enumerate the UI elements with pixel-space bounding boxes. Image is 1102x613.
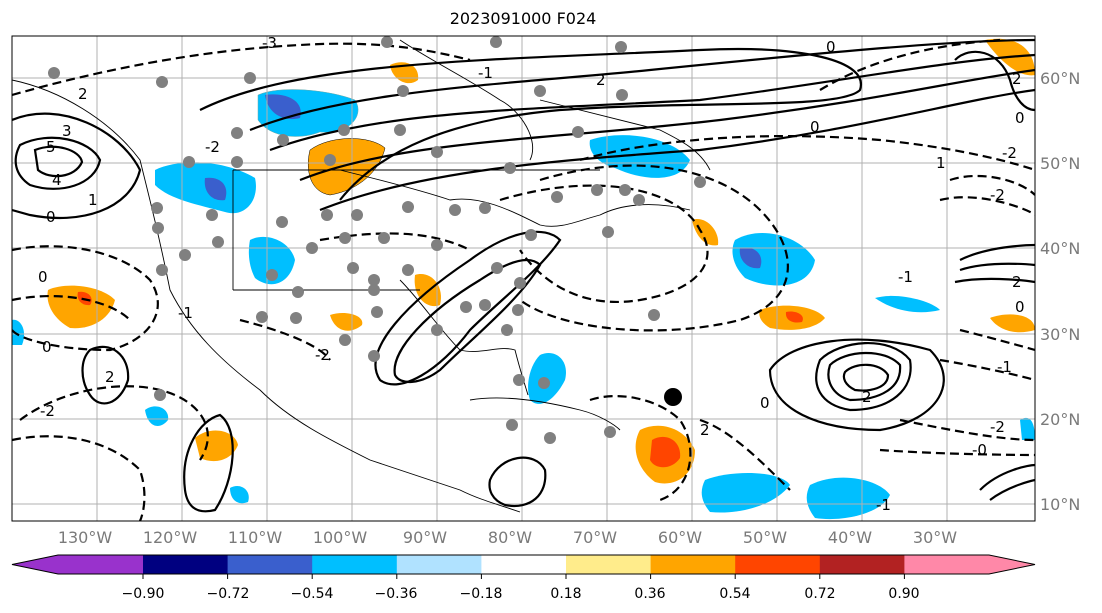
svg-text:−0.54: −0.54 — [291, 586, 334, 602]
colorbar-segment — [227, 555, 313, 574]
coastlines — [12, 39, 711, 513]
svg-text:130°W: 130°W — [58, 528, 113, 547]
colorbar-outline — [11, 554, 1036, 575]
svg-text:20°N: 20°N — [1040, 410, 1080, 429]
svg-text:-2: -2 — [315, 346, 330, 364]
svg-text:0.90: 0.90 — [888, 586, 919, 602]
svg-text:110°W: 110°W — [228, 528, 283, 547]
svg-text:2: 2 — [862, 388, 872, 406]
colorbar-segment — [566, 555, 652, 574]
svg-text:1: 1 — [936, 154, 946, 172]
svg-text:-2: -2 — [1002, 144, 1017, 162]
colorbar-segment — [481, 555, 567, 574]
svg-text:0: 0 — [826, 38, 836, 56]
colorbar-tick-labels: −0.90 −0.72 −0.54 −0.36 −0.18 0.18 0.36 … — [122, 586, 920, 602]
svg-text:0: 0 — [1015, 298, 1025, 316]
svg-text:-2: -2 — [990, 418, 1005, 436]
svg-text:1: 1 — [88, 191, 98, 209]
colorbar-extend-high — [904, 555, 1035, 574]
svg-text:2: 2 — [105, 368, 115, 386]
svg-text:−0.72: −0.72 — [207, 586, 250, 602]
map-frame — [11, 35, 1036, 522]
svg-text:90°W: 90°W — [403, 528, 447, 547]
colorbar — [11, 554, 1036, 579]
colorbar-segment — [312, 555, 398, 574]
colorbar-extend-low — [12, 555, 143, 574]
svg-text:0: 0 — [42, 338, 52, 356]
svg-text:40°N: 40°N — [1040, 239, 1080, 258]
svg-text:0: 0 — [1015, 109, 1025, 127]
svg-text:-1: -1 — [876, 496, 891, 514]
colorbar-segment — [143, 555, 229, 574]
svg-text:0.72: 0.72 — [804, 586, 835, 602]
svg-text:40°W: 40°W — [828, 528, 872, 547]
colorbar-segment — [735, 555, 821, 574]
svg-text:60°W: 60°W — [658, 528, 702, 547]
svg-text:-1: -1 — [997, 358, 1012, 376]
svg-text:80°W: 80°W — [488, 528, 532, 547]
svg-text:-2: -2 — [205, 138, 220, 156]
svg-text:5: 5 — [46, 138, 56, 156]
svg-text:−0.36: −0.36 — [375, 586, 418, 602]
svg-text:0: 0 — [38, 268, 48, 286]
colorbar-segment — [396, 555, 482, 574]
svg-text:0.18: 0.18 — [550, 586, 581, 602]
svg-text:−0.90: −0.90 — [122, 586, 165, 602]
colorbar-segment — [650, 555, 736, 574]
svg-text:30°N: 30°N — [1040, 325, 1080, 344]
svg-text:30°W: 30°W — [913, 528, 957, 547]
svg-text:2: 2 — [596, 71, 606, 89]
svg-text:120°W: 120°W — [143, 528, 198, 547]
svg-text:-1: -1 — [898, 268, 913, 286]
svg-text:60°N: 60°N — [1040, 69, 1080, 88]
svg-text:2: 2 — [1012, 273, 1022, 291]
colorbar-segment — [819, 555, 905, 574]
latitude-labels: 60°N 50°N 40°N 30°N 20°N 10°N — [1040, 69, 1080, 514]
contour-labels: -3 2 3 5 4 0 1 -2 0 -1 2 0 -2 -1 2 0 0 -… — [38, 34, 1025, 514]
svg-text:0: 0 — [810, 118, 820, 136]
svg-text:2: 2 — [78, 85, 88, 103]
svg-text:-2: -2 — [990, 186, 1005, 204]
storm-center-marker — [664, 388, 682, 406]
svg-text:0: 0 — [46, 208, 56, 226]
svg-text:0.54: 0.54 — [719, 586, 750, 602]
svg-text:2: 2 — [700, 421, 710, 439]
svg-text:-0: -0 — [972, 441, 987, 459]
station-dots — [48, 36, 706, 444]
svg-text:0.36: 0.36 — [634, 586, 665, 602]
svg-text:-2: -2 — [40, 402, 55, 420]
svg-text:0: 0 — [760, 394, 770, 412]
svg-text:10°N: 10°N — [1040, 495, 1080, 514]
svg-text:100°W: 100°W — [313, 528, 368, 547]
svg-text:-1: -1 — [478, 64, 493, 82]
svg-text:4: 4 — [52, 171, 62, 189]
svg-text:-1: -1 — [178, 304, 193, 322]
svg-text:50°W: 50°W — [743, 528, 787, 547]
map-title: 2023091000 F024 — [449, 9, 597, 28]
svg-text:−0.18: −0.18 — [460, 586, 503, 602]
svg-text:2: 2 — [1012, 70, 1022, 88]
svg-text:50°N: 50°N — [1040, 154, 1080, 173]
svg-text:3: 3 — [62, 122, 72, 140]
contours — [12, 38, 1035, 513]
svg-text:70°W: 70°W — [573, 528, 617, 547]
longitude-labels: 130°W 120°W 110°W 100°W 90°W 80°W 70°W 6… — [58, 528, 957, 547]
svg-text:-3: -3 — [262, 34, 277, 52]
